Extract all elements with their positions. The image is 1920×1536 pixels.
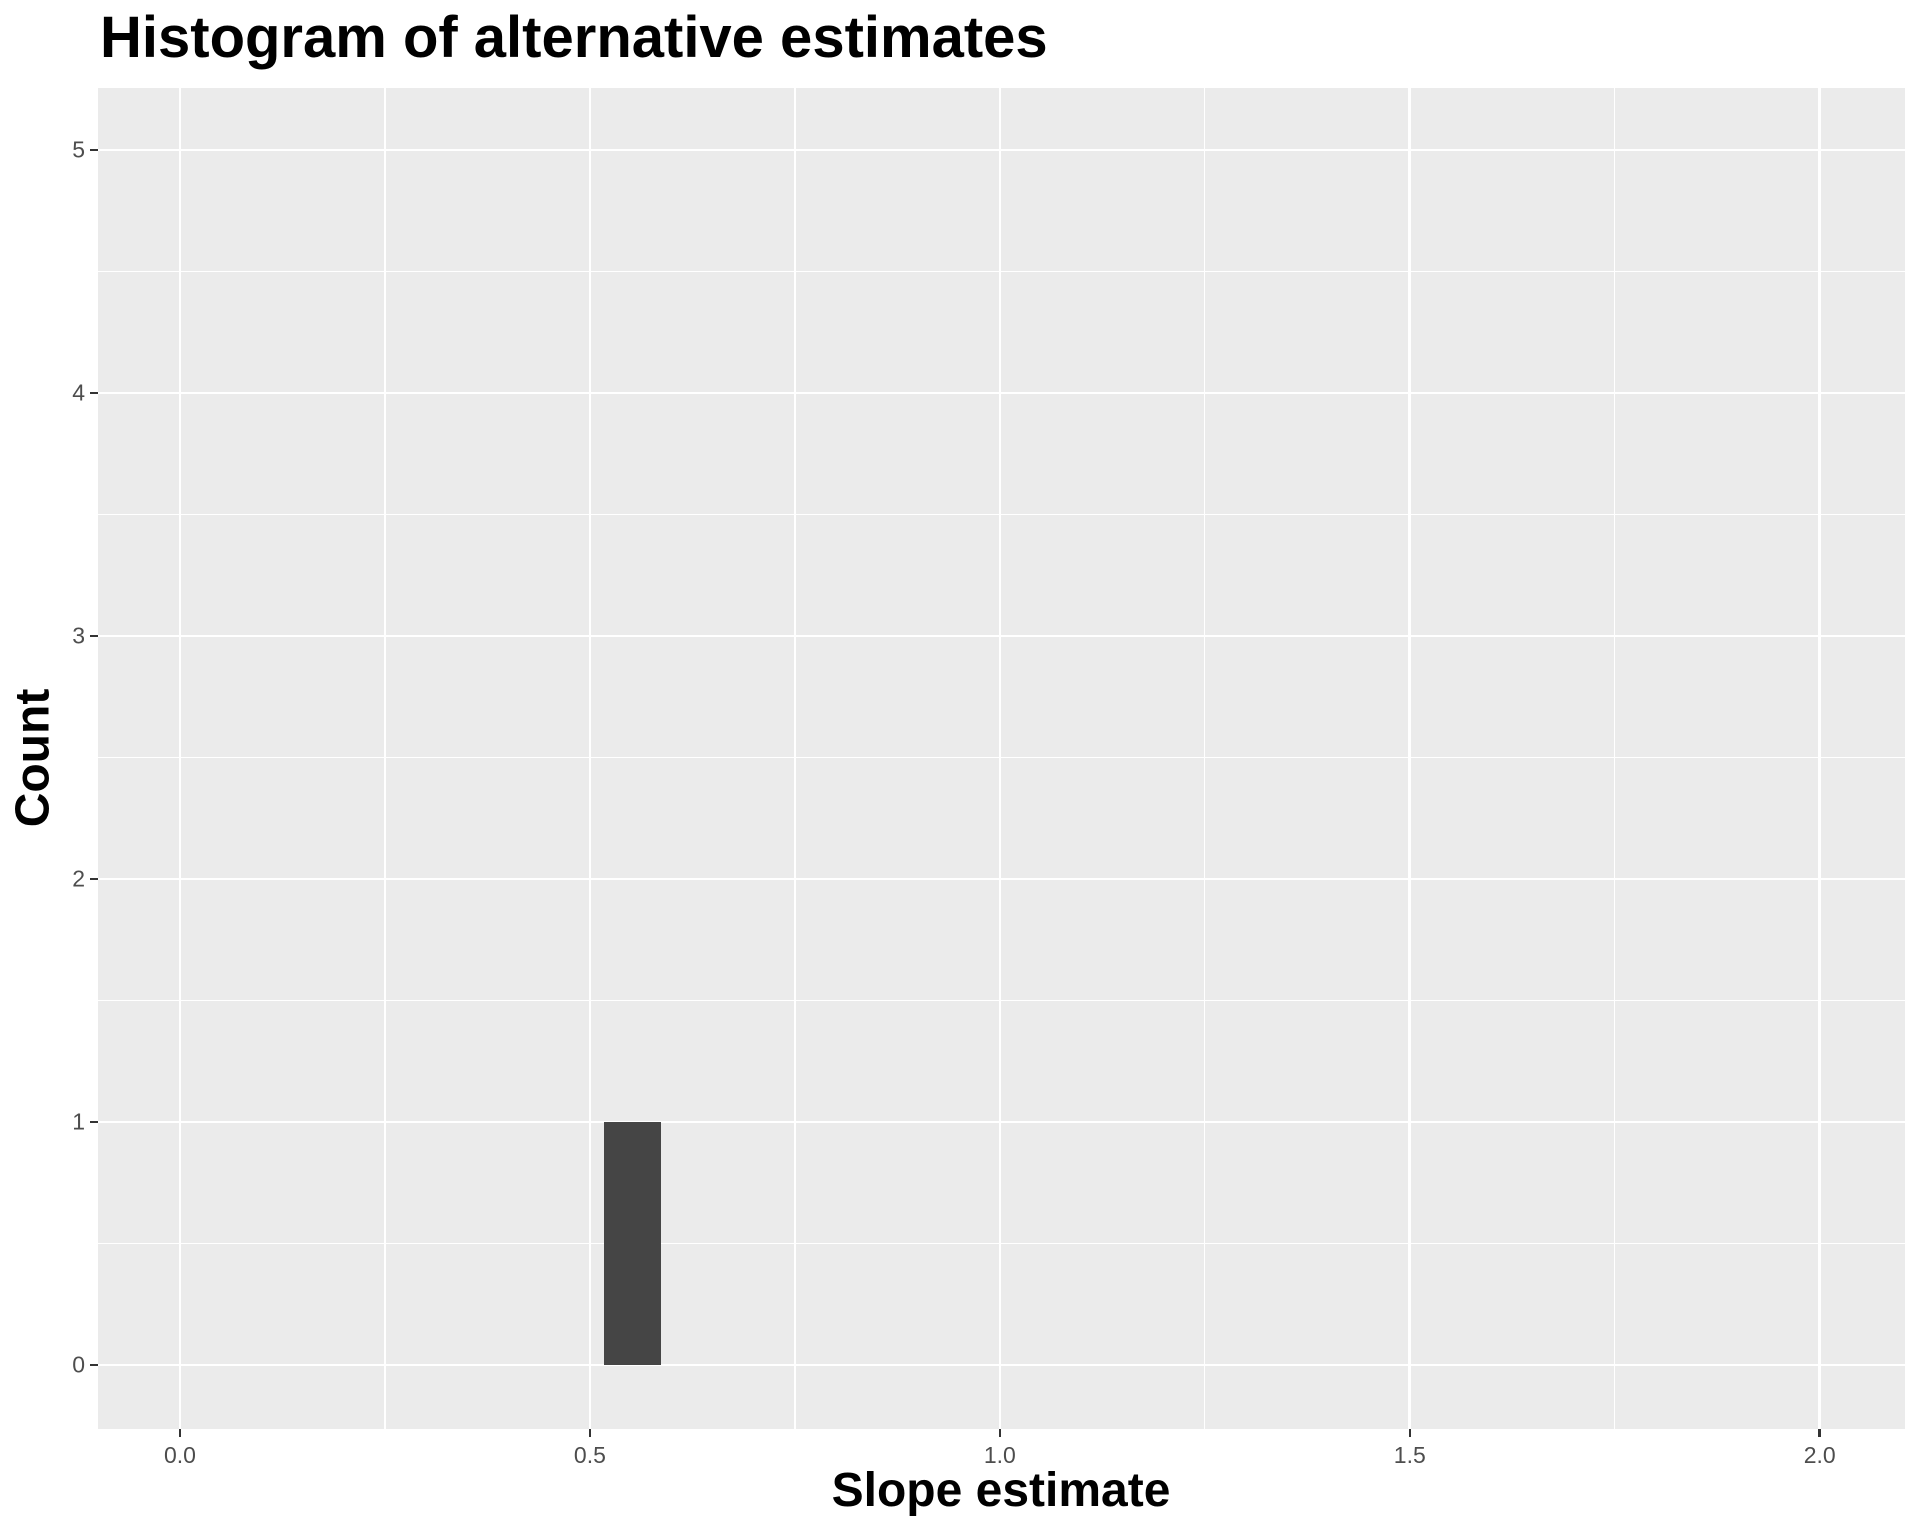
x-tick-mark xyxy=(1818,1429,1821,1437)
chart-title: Histogram of alternative estimates xyxy=(100,5,1048,70)
gridline-y-minor xyxy=(98,513,1905,516)
gridline-x-major xyxy=(998,88,1002,1429)
y-tick-label: 4 xyxy=(72,379,85,406)
gridline-x-minor xyxy=(1614,88,1616,1429)
gridline-x-major xyxy=(178,88,182,1429)
y-tick-mark xyxy=(90,634,98,638)
gridline-x-minor xyxy=(1204,88,1206,1429)
x-tick-label: 1.0 xyxy=(983,1442,1016,1468)
x-axis-title: Slope estimate xyxy=(831,1464,1171,1517)
x-tick-mark xyxy=(178,1429,182,1437)
x-tick-mark xyxy=(588,1429,592,1437)
y-tick-mark xyxy=(90,148,98,152)
y-tick-mark xyxy=(90,877,98,881)
gridline-x-minor xyxy=(794,88,796,1429)
y-tick-label: 2 xyxy=(72,865,85,892)
plot-panel xyxy=(98,88,1905,1429)
x-tick-mark xyxy=(1408,1429,1412,1437)
x-tick-mark xyxy=(998,1429,1002,1437)
x-tick-label: 1.5 xyxy=(1393,1442,1426,1468)
gridline-x-minor xyxy=(384,88,386,1429)
gridline-y-major xyxy=(98,1363,1905,1367)
gridline-x-major xyxy=(1408,88,1412,1429)
gridline-y-minor xyxy=(98,756,1905,759)
y-tick-mark xyxy=(90,391,98,395)
y-axis-title: Count xyxy=(6,688,60,828)
y-tick-label: 0 xyxy=(72,1351,85,1378)
gridline-y-major xyxy=(98,1120,1905,1124)
x-tick-label: 2.0 xyxy=(1803,1442,1836,1468)
y-tick-label: 5 xyxy=(72,136,85,163)
x-tick-label: 0.0 xyxy=(163,1442,196,1468)
gridline-y-minor xyxy=(98,999,1905,1002)
gridline-y-minor xyxy=(98,270,1905,273)
y-tick-mark xyxy=(90,1363,98,1367)
gridline-y-major xyxy=(98,634,1905,638)
y-tick-label: 1 xyxy=(72,1108,85,1135)
gridline-y-minor xyxy=(98,1242,1905,1245)
histogram-bar xyxy=(603,1122,662,1366)
gridline-x-major xyxy=(1818,88,1822,1429)
y-tick-mark xyxy=(90,1120,98,1124)
gridline-x-major xyxy=(588,88,592,1429)
gridline-y-major xyxy=(98,877,1905,881)
x-tick-label: 0.5 xyxy=(573,1442,606,1468)
gridline-y-major xyxy=(98,391,1905,395)
y-tick-label: 3 xyxy=(72,622,85,649)
gridline-y-major xyxy=(98,148,1905,152)
